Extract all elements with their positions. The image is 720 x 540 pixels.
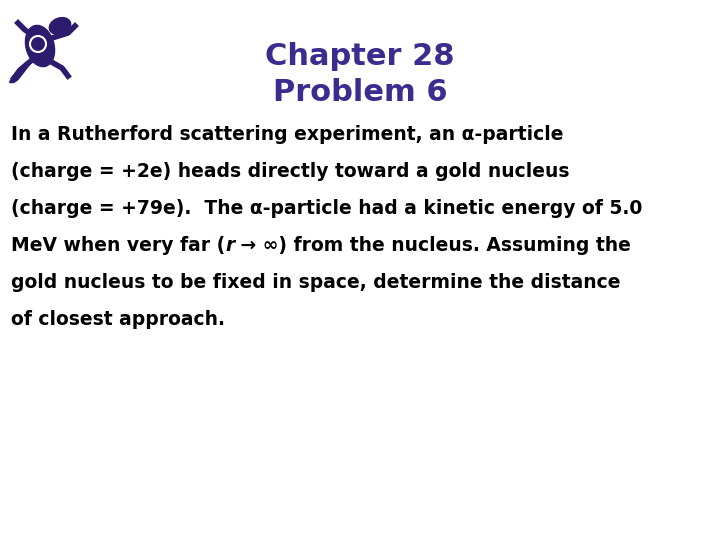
Text: MeV when very far (: MeV when very far ( <box>11 236 225 255</box>
Text: r: r <box>225 236 234 255</box>
Text: gold nucleus to be fixed in space, determine the distance: gold nucleus to be fixed in space, deter… <box>11 273 621 292</box>
Text: Problem 6: Problem 6 <box>273 78 447 107</box>
Text: (charge = +79e).  The α-particle had a kinetic energy of 5.0: (charge = +79e). The α-particle had a ki… <box>11 199 642 218</box>
Text: of closest approach.: of closest approach. <box>11 310 225 329</box>
Ellipse shape <box>25 25 55 66</box>
Text: (charge = +2e) heads directly toward a gold nucleus: (charge = +2e) heads directly toward a g… <box>11 162 570 181</box>
Ellipse shape <box>49 18 71 35</box>
Text: → ∞) from the nucleus. Assuming the: → ∞) from the nucleus. Assuming the <box>234 236 631 255</box>
Text: Chapter 28: Chapter 28 <box>265 42 455 71</box>
Text: In a Rutherford scattering experiment, an α-particle: In a Rutherford scattering experiment, a… <box>11 125 563 144</box>
